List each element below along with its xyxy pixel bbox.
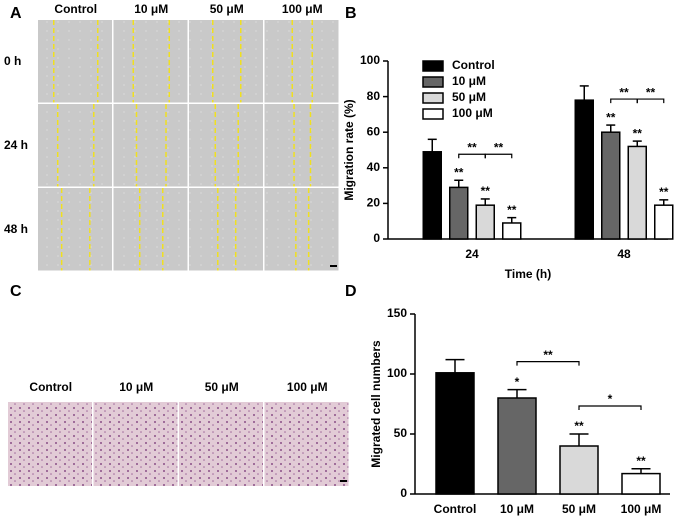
bar [435, 372, 475, 495]
y-tick-label: 0 [373, 231, 380, 245]
bracket-label: ** [543, 348, 553, 362]
significance-label: ** [507, 203, 517, 217]
scratch-image [189, 20, 263, 103]
bar [497, 397, 537, 495]
legend-swatch [422, 60, 444, 72]
transwell-image [179, 402, 263, 486]
y-tick-label: 100 [360, 53, 380, 67]
bar [502, 222, 522, 240]
scratch-image [113, 104, 188, 187]
scratch-image [189, 104, 263, 187]
column-label: Control [29, 380, 72, 394]
bar [601, 131, 621, 240]
legend-label: Control [452, 58, 495, 72]
legend-swatch [422, 76, 444, 88]
x-tick-label: 50 μM [562, 502, 596, 516]
significance-label: ** [454, 165, 464, 179]
significance-bracket [636, 98, 665, 104]
bar [422, 151, 442, 240]
x-tick-label: Control [434, 502, 477, 516]
y-axis-label: Migrated cell numbers [369, 340, 383, 468]
panel-label: D [345, 283, 357, 300]
column-label: 10 μM [134, 2, 168, 16]
row-label: 48 h [4, 222, 28, 236]
scratch-image [264, 104, 339, 187]
bracket-label: ** [494, 140, 504, 154]
x-tick-label: 48 [617, 247, 631, 261]
bar [559, 445, 599, 495]
column-label: 10 μM [119, 380, 153, 394]
scratch-image [113, 188, 188, 271]
significance-label: ** [606, 110, 616, 124]
bracket-label: ** [619, 85, 629, 99]
legend-label: 10 μM [452, 74, 486, 88]
significance-bracket [484, 153, 513, 159]
bar [475, 204, 495, 240]
legend-label: 100 μM [452, 106, 493, 120]
y-tick-label: 0 [400, 486, 407, 500]
scratch-image [264, 20, 339, 103]
y-tick-label: 150 [387, 306, 407, 320]
bar [627, 145, 647, 240]
image-panels [8, 20, 349, 486]
y-tick-label: 80 [367, 89, 381, 103]
x-tick-label: 10 μM [500, 502, 534, 516]
panel-label: A [10, 5, 22, 22]
legend-swatch [422, 108, 444, 120]
bracket-label: ** [646, 85, 656, 99]
y-tick-label: 60 [367, 124, 381, 138]
scratch-image [38, 104, 112, 187]
bracket-label: * [608, 392, 613, 406]
row-label: 0 h [4, 54, 21, 68]
transwell-image [93, 402, 178, 486]
significance-label: ** [574, 419, 584, 433]
column-label: 50 μM [210, 2, 244, 16]
scratch-image [113, 20, 188, 103]
panel-label: C [10, 283, 22, 300]
column-label: 100 μM [287, 380, 328, 394]
y-tick-label: 20 [367, 196, 381, 210]
y-tick-label: 40 [367, 160, 381, 174]
scratch-image [189, 188, 263, 271]
scratch-image [264, 188, 339, 271]
legend-label: 50 μM [452, 90, 486, 104]
column-label: Control [54, 2, 97, 16]
y-tick-label: 100 [387, 366, 407, 380]
legend-swatch [422, 92, 444, 104]
scratch-image [38, 188, 112, 271]
significance-label: ** [633, 126, 643, 140]
row-label: 24 h [4, 138, 28, 152]
bar [449, 186, 469, 240]
scratch-image [38, 20, 112, 103]
significance-label: ** [636, 454, 646, 468]
transwell-image [264, 402, 349, 486]
significance-label: ** [481, 184, 491, 198]
significance-label: ** [659, 185, 669, 199]
significance-bracket [458, 153, 486, 159]
significance-bracket [578, 405, 642, 410]
panel-label: B [345, 5, 357, 22]
y-tick-label: 50 [394, 426, 408, 440]
significance-bracket [610, 98, 638, 104]
significance-label: * [515, 375, 520, 389]
significance-bracket [516, 361, 580, 366]
bar [621, 472, 661, 495]
bracket-label: ** [467, 140, 477, 154]
column-label: 50 μM [205, 380, 239, 394]
bar [654, 204, 674, 240]
bar [574, 99, 594, 240]
x-axis-label: Time (h) [505, 267, 551, 281]
x-tick-label: 100 μM [621, 502, 662, 516]
x-tick-label: 24 [465, 247, 479, 261]
column-label: 100 μM [282, 2, 323, 16]
y-axis-label: Migration rate (%) [342, 99, 356, 200]
transwell-image [8, 402, 92, 486]
